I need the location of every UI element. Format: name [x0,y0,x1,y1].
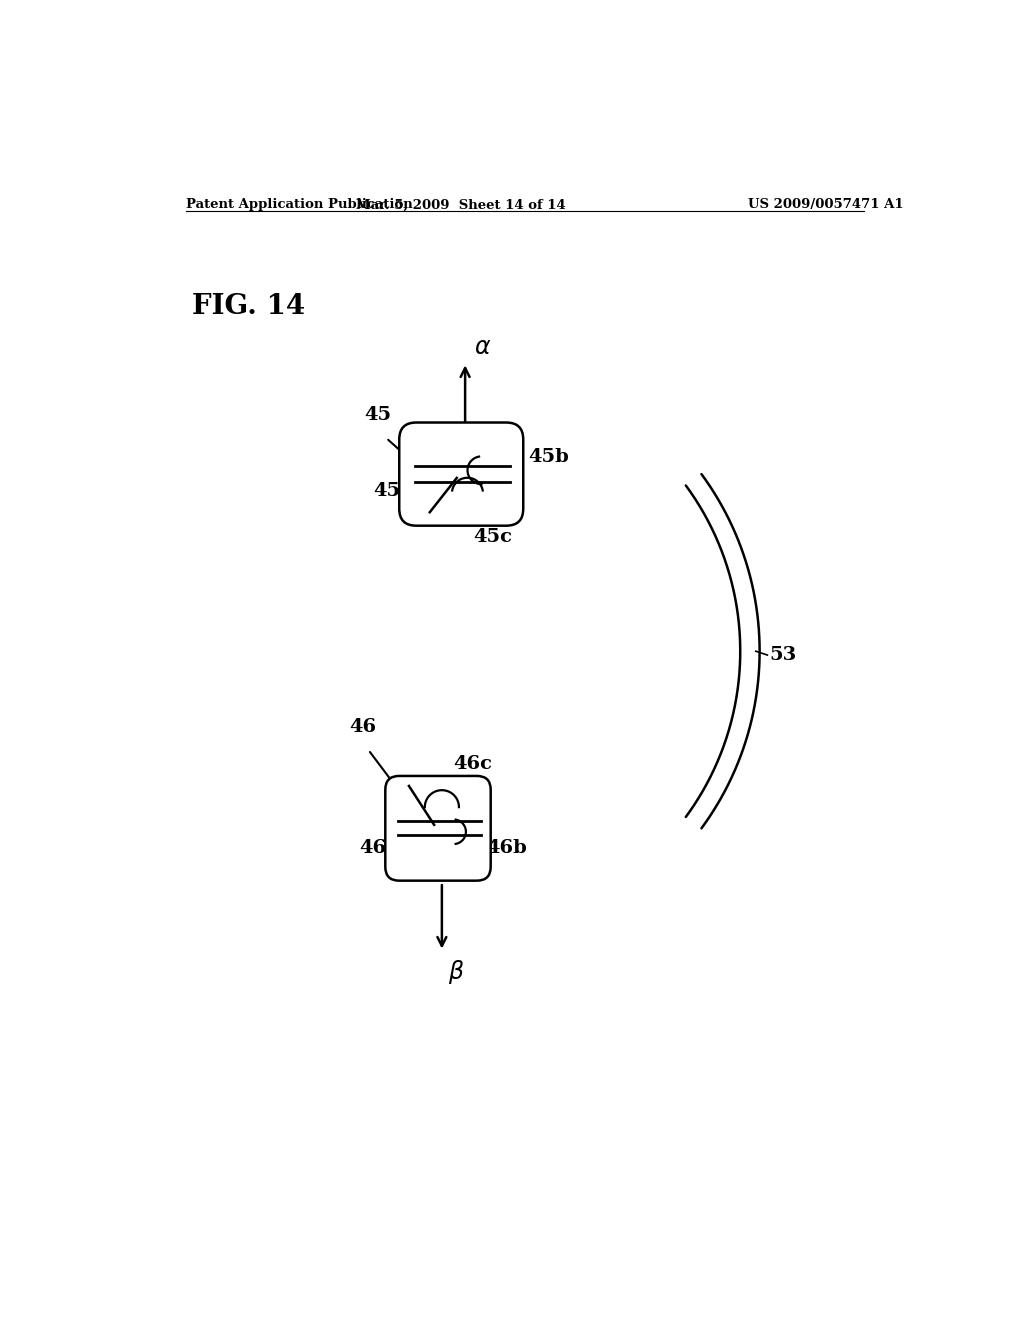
Text: 45b: 45b [528,447,568,466]
FancyBboxPatch shape [385,776,490,880]
Text: $\beta$: $\beta$ [449,958,465,986]
Text: Patent Application Publication: Patent Application Publication [186,198,413,211]
Text: 53: 53 [770,645,797,664]
Text: Mar. 5, 2009  Sheet 14 of 14: Mar. 5, 2009 Sheet 14 of 14 [356,198,566,211]
Text: US 2009/0057471 A1: US 2009/0057471 A1 [748,198,903,211]
Text: 45: 45 [365,407,391,424]
Text: 46a: 46a [359,838,398,857]
Text: 45a: 45a [374,482,414,500]
Text: 46: 46 [349,718,376,737]
Text: 46c: 46c [454,755,493,774]
Text: $\alpha$: $\alpha$ [474,335,492,359]
Text: FIG. 14: FIG. 14 [191,293,305,321]
Text: 46b: 46b [486,838,526,857]
FancyBboxPatch shape [399,422,523,525]
Text: 45c: 45c [473,528,512,546]
